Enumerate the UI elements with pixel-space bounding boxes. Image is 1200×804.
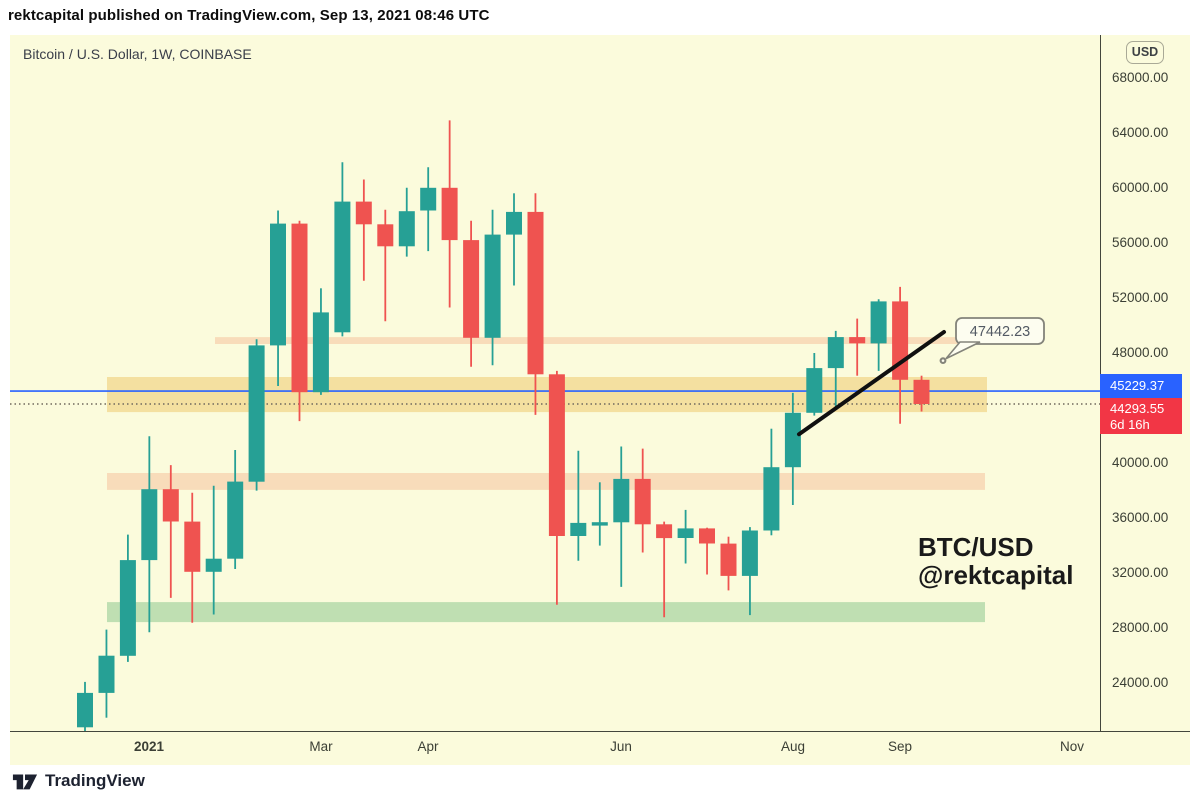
candle-2021-04-05 [420,167,437,252]
candle-2021-05-03 [506,193,522,286]
candle-2021-03-29 [398,187,415,257]
candle-2021-03-08 [334,162,351,337]
candle-2020-12-28 [119,534,136,662]
candle-2021-04-26 [484,209,501,366]
price-tick-60000: 60000.00 [1112,179,1169,195]
candle-2021-05-31 [591,482,608,546]
watermark-symbol: BTC/USD [918,532,1034,562]
price-tick-56000: 56000.00 [1112,234,1169,250]
candle-2021-06-14 [634,448,651,553]
price-tick-40000: 40000.00 [1112,455,1169,471]
time-tick-Apr: Apr [417,739,439,754]
candle-2021-08-30 [870,299,887,371]
candle-2021-08-09 [806,353,823,416]
support-zone-29k [107,602,985,623]
candle-2021-07-19 [741,527,758,616]
time-tick-2021: 2021 [133,739,165,754]
price-callout: 47442.23 [939,317,1045,365]
candle-2020-12-21 [98,629,115,718]
price-tick-24000: 24000.00 [1112,675,1169,691]
last-price-badge: 45229.37 [1100,373,1182,398]
candle-2020-12-14 [77,681,93,731]
tradingview-brand-text: TradingView [45,771,145,790]
candle-2021-02-22 [291,220,308,422]
callout-price-text: 47442.23 [970,324,1030,340]
price-axis[interactable]: USD 68000.00 64000.00 60000.00 56000.00 5200… [1100,35,1190,765]
price-tick-52000: 52000.00 [1112,289,1169,305]
candle-2021-05-10 [527,193,544,415]
time-tick-Mar: Mar [309,739,333,754]
symbol-title: Bitcoin / U.S. Dollar, 1W, COINBASE [23,46,252,62]
candle-2021-01-04 [141,436,158,633]
candle-2021-07-05 [699,527,715,575]
candle-2021-06-21 [656,521,673,618]
candle-2021-03-15 [355,179,372,281]
candle-2021-07-26 [763,428,780,536]
candle-2021-02-15 [270,210,286,386]
candle-2021-02-01 [227,450,244,569]
time-tick-Nov: Nov [1059,739,1085,754]
candle-2021-01-11 [162,465,179,598]
watermark: BTC/USD @rektcapital [918,533,1073,589]
candle-2021-03-01 [312,288,329,395]
candle-2021-05-24 [570,450,587,561]
price-tick-68000: 68000.00 [1112,69,1169,85]
tradingview-brand-link[interactable]: TradingView [12,771,145,791]
candle-2021-08-16 [827,330,844,407]
price-tick-32000: 32000.00 [1112,565,1169,581]
time-tick-Sep: Sep [887,739,913,754]
candle-2021-01-18 [184,492,201,623]
candle-2021-06-28 [677,509,694,564]
resistance-zone-49k [215,337,987,344]
candle-2021-09-13 [913,375,930,412]
countdown-price-value: 44293.55 [1110,400,1165,416]
candle-2021-03-22 [377,209,394,322]
countdown-timer: 6d 16h [1110,416,1150,432]
candle-2021-08-02 [784,392,801,505]
candlestick-plot: 47442.23 [10,120,1100,731]
time-tick-Aug: Aug [780,739,806,754]
candle-2021-05-17 [548,370,565,605]
currency-usd-button[interactable]: USD [1126,41,1164,64]
candle-2021-07-12 [720,536,737,591]
price-tick-36000: 36000.00 [1112,510,1169,526]
time-axis[interactable]: 2021 Mar Apr Jun Aug Sep Nov [10,731,1190,765]
countdown-price-badge: 44293.55 6d 16h [1100,397,1182,434]
publish-byline: rektcapital published on TradingView.com… [8,7,490,24]
candle-2021-08-23 [849,318,866,376]
watermark-handle: @rektcapital [918,560,1074,590]
price-tick-64000: 64000.00 [1112,124,1169,140]
tradingview-logo-icon [12,774,38,790]
candle-2021-02-08 [248,339,265,491]
candle-2021-06-07 [613,446,630,587]
time-axis-separator [10,731,1190,732]
candle-2021-01-25 [205,485,222,615]
price-tick-48000: 48000.00 [1112,345,1169,360]
trendline [797,330,946,437]
candle-2021-04-12 [441,120,458,308]
candle-2021-04-19 [463,220,480,367]
chart-area: 47442.23 Bitcoin / U.S. Dollar, 1W, COIN… [10,35,1190,765]
time-tick-Jun: Jun [610,739,632,754]
price-tick-28000: 28000.00 [1112,620,1169,636]
